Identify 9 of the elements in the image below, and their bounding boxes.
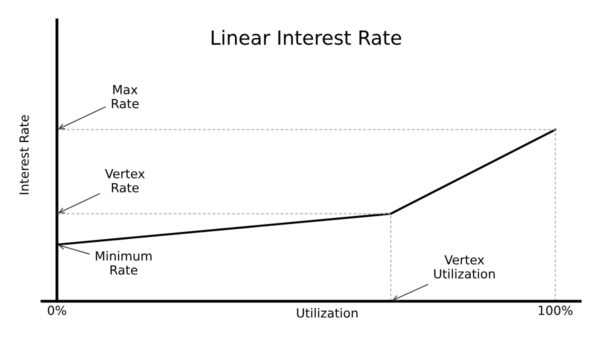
- chart-title: Linear Interest Rate: [212, 30, 402, 45]
- ref-line-label: Vertex Rate: [105, 169, 145, 192]
- ref-line-label: Max Rate: [112, 85, 139, 108]
- x-axis-title: Utilization: [297, 308, 358, 318]
- y-axis-title: Interest Rate: [20, 115, 29, 194]
- x-tick-label: 100%: [538, 306, 572, 316]
- ref-line-label: Vertex Utilization: [434, 255, 495, 279]
- annotation: Minimum Rate: [96, 251, 152, 275]
- x-tick-label: 0%: [48, 306, 66, 316]
